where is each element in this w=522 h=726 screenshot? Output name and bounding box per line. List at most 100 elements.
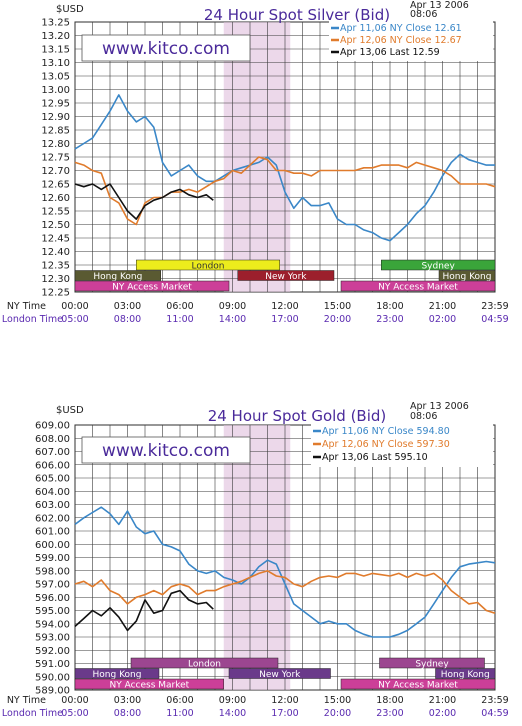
x-tick-ny: 23:59 — [481, 695, 508, 706]
watermark: www.kitco.com — [102, 441, 230, 461]
legend-entry: Apr 12,06 NY Close 597.30 — [322, 439, 450, 450]
y-tick-label: 595.00 — [35, 606, 70, 617]
x-tick-london: 23:00 — [376, 708, 403, 719]
y-tick-label: 12.45 — [41, 234, 70, 245]
y-tick-label: 607.00 — [35, 447, 70, 458]
y-tick-label: 589.00 — [35, 686, 70, 697]
y-tick-label: 13.10 — [41, 58, 70, 69]
y-tick-label: 12.65 — [41, 180, 70, 191]
session-label: London — [188, 659, 221, 669]
y-tick-label: 602.00 — [35, 513, 70, 524]
date-label: Apr 13 2006 — [410, 401, 469, 412]
y-tick-label: 591.00 — [35, 659, 70, 670]
x-row2-label: London Time — [2, 708, 63, 719]
chart-title: 24 Hour Spot Silver (Bid) — [204, 6, 390, 24]
y-tick-label: 609.00 — [35, 421, 70, 432]
session-label: London — [192, 261, 225, 271]
y-tick-label: 599.00 — [35, 553, 70, 564]
y-tick-label: 594.00 — [35, 619, 70, 630]
session-label: Sydney — [415, 659, 449, 669]
x-tick-ny: 15:00 — [324, 695, 351, 706]
y-tick-label: 598.00 — [35, 566, 70, 577]
y-tick-label: 12.70 — [41, 166, 70, 177]
x-tick-ny: 12:00 — [271, 301, 298, 312]
series-line — [74, 156, 496, 226]
session-bar — [74, 668, 160, 679]
y-tick-label: 13.00 — [41, 85, 70, 96]
y-tick-label: 13.25 — [41, 18, 70, 29]
series-line — [74, 569, 496, 614]
y-tick-label: 12.95 — [41, 99, 70, 110]
x-tick-london: 04:59 — [481, 708, 508, 719]
x-tick-ny: 03:00 — [114, 301, 141, 312]
y-axis-label: $USD — [56, 4, 84, 15]
session-bar — [228, 668, 331, 679]
series-line — [74, 506, 496, 638]
y-tick-label: 13.05 — [41, 72, 70, 83]
y-tick-label: 12.35 — [41, 261, 70, 272]
x-tick-ny: 21:00 — [429, 695, 456, 706]
chart-1: 13.25 13.20 13.15 13.10 13.05 13.00 12.95 12.90… — [2, 0, 509, 325]
date-label: Apr 13 2006 — [410, 0, 469, 11]
session-bar — [136, 259, 280, 271]
y-tick-label: 597.00 — [35, 580, 70, 591]
session-bar — [237, 270, 335, 281]
session-label: Sydney — [421, 261, 455, 271]
y-tick-label: 608.00 — [35, 434, 70, 445]
y-tick-label: 12.55 — [41, 207, 70, 218]
y-tick-label: 12.80 — [41, 139, 70, 150]
session-bar — [74, 280, 230, 292]
session-label: Hong Kong — [443, 272, 492, 282]
session-bar — [438, 270, 496, 281]
y-tick-label: 606.00 — [35, 460, 70, 471]
x-tick-ny: 15:00 — [324, 301, 351, 312]
y-tick-label: 12.50 — [41, 220, 70, 231]
y-tick-label: 593.00 — [35, 633, 70, 644]
legend-box — [329, 21, 493, 61]
x-tick-london: 23:00 — [376, 314, 403, 325]
x-tick-ny: 09:00 — [219, 301, 246, 312]
y-tick-label: 12.30 — [41, 274, 70, 285]
y-tick-label: 12.60 — [41, 193, 70, 204]
y-tick-label: 601.00 — [35, 527, 70, 538]
session-label: NY Access Market — [378, 680, 458, 690]
session-label: Hong Kong — [93, 272, 142, 282]
legend-entry: Apr 13,06 Last 595.10 — [322, 452, 428, 463]
y-tick-label: 590.00 — [35, 672, 70, 683]
session-bar — [340, 678, 496, 690]
x-tick-ny: 09:00 — [219, 695, 246, 706]
legend-entry: Apr 11,06 NY Close 594.80 — [322, 426, 450, 437]
y-tick-label: 600.00 — [35, 540, 70, 551]
x-tick-ny: 18:00 — [376, 695, 403, 706]
x-tick-london: 08:00 — [114, 314, 141, 325]
session-label: NY Access Market — [110, 680, 190, 690]
session-bar — [74, 678, 224, 690]
watermark-box — [81, 34, 251, 62]
x-tick-ny: 23:59 — [481, 301, 508, 312]
x-row2-label: London Time — [2, 314, 63, 325]
legend-entry: Apr 11,06 NY Close 12.61 — [340, 23, 462, 34]
session-label: NY Access Market — [378, 282, 458, 292]
x-tick-london: 05:00 — [61, 708, 88, 719]
legend-box — [311, 424, 493, 467]
session-bar — [381, 259, 496, 271]
x-tick-london: 11:00 — [166, 708, 193, 719]
series-line — [74, 183, 214, 220]
y-tick-label: 12.90 — [41, 112, 70, 123]
session-bar — [379, 657, 485, 669]
x-tick-ny: 00:00 — [61, 695, 88, 706]
time-label: 08:06 — [410, 9, 437, 20]
legend-entry: Apr 13,06 Last 12.59 — [340, 47, 440, 58]
chart-2: 609.00 608.00 607.00 606.00 605.00 604.00 603.… — [2, 401, 509, 719]
time-label: 08:06 — [410, 411, 437, 422]
series-line — [74, 94, 495, 242]
x-tick-ny: 06:00 — [166, 695, 193, 706]
session-label: New York — [265, 272, 307, 282]
y-tick-label: 12.40 — [41, 247, 70, 258]
y-tick-label: 605.00 — [35, 474, 70, 485]
x-tick-london: 17:00 — [271, 314, 298, 325]
series-line — [74, 589, 214, 632]
chart-title: 24 Hour Spot Gold (Bid) — [208, 407, 387, 425]
watermark-box — [81, 436, 251, 464]
x-tick-ny: 06:00 — [166, 301, 193, 312]
